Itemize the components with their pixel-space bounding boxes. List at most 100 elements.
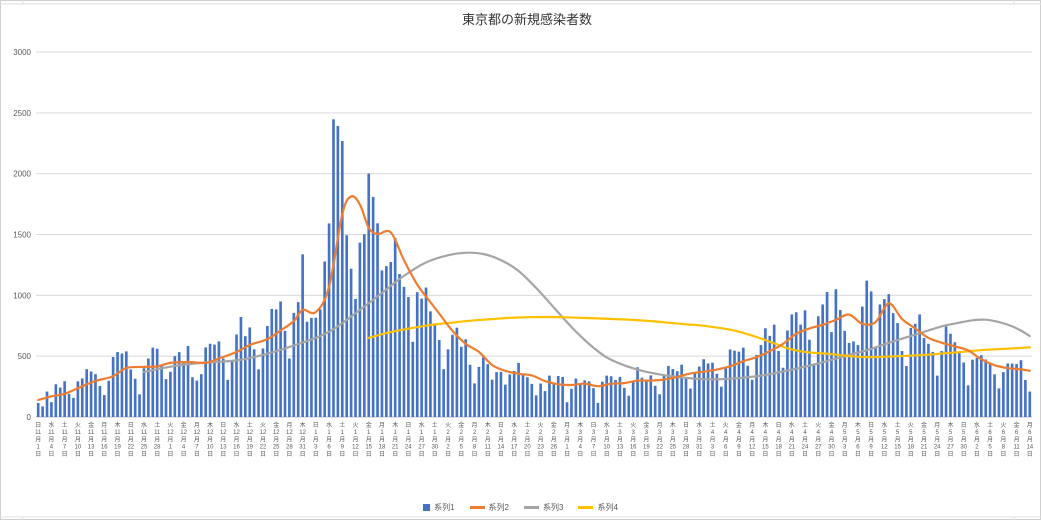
bar[interactable] xyxy=(719,386,723,417)
bar[interactable] xyxy=(76,381,80,417)
bar[interactable] xyxy=(94,374,97,417)
bar[interactable] xyxy=(909,327,913,417)
bar[interactable] xyxy=(1024,380,1027,417)
bar[interactable] xyxy=(711,362,714,417)
bar[interactable] xyxy=(429,311,432,417)
bar[interactable] xyxy=(389,262,393,417)
bar[interactable] xyxy=(927,343,930,417)
bar[interactable] xyxy=(336,125,340,417)
bar[interactable] xyxy=(292,312,296,417)
bar[interactable] xyxy=(424,287,428,417)
bar[interactable] xyxy=(323,261,326,417)
bar[interactable] xyxy=(169,371,172,417)
bar[interactable] xyxy=(393,238,397,417)
bar[interactable] xyxy=(715,373,719,417)
bar[interactable] xyxy=(407,297,410,417)
bar[interactable] xyxy=(186,345,190,417)
bar[interactable] xyxy=(627,395,631,417)
bar[interactable] xyxy=(349,268,353,417)
bar[interactable] xyxy=(838,310,842,417)
bar[interactable] xyxy=(380,270,384,417)
bar[interactable] xyxy=(680,364,683,417)
bar[interactable] xyxy=(173,356,177,417)
bar[interactable] xyxy=(614,380,617,417)
bar[interactable] xyxy=(636,367,639,417)
bar[interactable] xyxy=(314,317,318,417)
bar[interactable] xyxy=(759,345,763,417)
bar[interactable] xyxy=(861,306,864,417)
bar[interactable] xyxy=(592,388,595,417)
bar[interactable] xyxy=(177,352,181,417)
bar[interactable] xyxy=(142,368,146,417)
bar[interactable] xyxy=(812,365,816,417)
bar[interactable] xyxy=(129,369,133,417)
bar[interactable] xyxy=(116,352,119,417)
bar[interactable] xyxy=(786,330,789,418)
bar[interactable] xyxy=(433,323,437,417)
bar[interactable] xyxy=(248,327,252,417)
bar[interactable] xyxy=(684,378,688,417)
legend-item-系列2[interactable]: 系列2 xyxy=(469,502,509,513)
bar[interactable] xyxy=(111,357,115,417)
bar[interactable] xyxy=(781,367,785,417)
bar[interactable] xyxy=(605,375,609,417)
bar[interactable] xyxy=(446,349,450,417)
bar[interactable] xyxy=(504,384,507,417)
bar[interactable] xyxy=(891,313,895,417)
bar[interactable] xyxy=(600,381,604,417)
bar[interactable] xyxy=(195,380,199,417)
bar[interactable] xyxy=(283,330,287,417)
bar[interactable] xyxy=(459,346,463,417)
bar[interactable] xyxy=(107,380,111,417)
bar[interactable] xyxy=(966,385,970,417)
bar[interactable] xyxy=(578,383,582,417)
bar[interactable] xyxy=(371,196,375,417)
bar[interactable] xyxy=(583,380,586,417)
bar[interactable] xyxy=(808,339,811,417)
bar[interactable] xyxy=(340,141,344,417)
bar[interactable] xyxy=(199,374,203,417)
bar[interactable] xyxy=(305,321,309,417)
bar[interactable] xyxy=(689,388,692,417)
bar[interactable] xyxy=(587,381,591,417)
bar[interactable] xyxy=(548,375,551,417)
bar[interactable] xyxy=(451,334,454,417)
bar[interactable] xyxy=(54,384,58,417)
bar[interactable] xyxy=(865,280,869,417)
bar[interactable] xyxy=(534,395,538,417)
bar[interactable] xyxy=(521,374,525,417)
bar[interactable] xyxy=(213,344,216,417)
legend-item-系列1[interactable]: 系列1 xyxy=(423,502,455,513)
bar[interactable] xyxy=(182,362,185,417)
bar[interactable] xyxy=(1002,372,1005,417)
bar[interactable] xyxy=(63,381,66,417)
bar[interactable] xyxy=(230,361,234,417)
bar[interactable] xyxy=(662,376,666,417)
bar[interactable] xyxy=(1019,360,1023,417)
bar[interactable] xyxy=(922,338,926,417)
bar[interactable] xyxy=(649,375,653,417)
bar[interactable] xyxy=(618,376,622,417)
bar[interactable] xyxy=(640,377,644,417)
legend-item-系列4[interactable]: 系列4 xyxy=(578,502,618,513)
bar[interactable] xyxy=(318,309,322,417)
bar[interactable] xyxy=(755,354,758,417)
bar[interactable] xyxy=(940,351,943,417)
series-line[interactable] xyxy=(37,194,1031,402)
bar[interactable] xyxy=(799,324,802,417)
bar[interactable] xyxy=(609,376,613,417)
bar[interactable] xyxy=(742,347,745,417)
bar[interactable] xyxy=(486,364,490,417)
bar[interactable] xyxy=(376,223,379,417)
bar[interactable] xyxy=(345,235,349,417)
bar[interactable] xyxy=(869,291,873,417)
bar[interactable] xyxy=(821,304,824,417)
bar[interactable] xyxy=(980,355,983,417)
bar[interactable] xyxy=(768,335,772,417)
bar[interactable] xyxy=(468,364,472,417)
bar[interactable] xyxy=(385,266,388,417)
bar[interactable] xyxy=(737,351,741,417)
bar[interactable] xyxy=(517,362,520,417)
chart-title[interactable]: 東京都の新規感染者数 xyxy=(462,12,592,27)
